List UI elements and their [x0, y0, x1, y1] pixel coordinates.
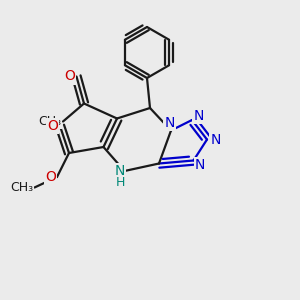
- Text: CH₃: CH₃: [10, 181, 33, 194]
- Text: N: N: [195, 158, 205, 172]
- Text: CH₃: CH₃: [38, 115, 61, 128]
- Text: N: N: [115, 164, 125, 178]
- Text: O: O: [47, 119, 58, 133]
- Text: H: H: [115, 176, 125, 189]
- Text: N: N: [164, 116, 175, 130]
- Text: O: O: [45, 170, 56, 184]
- Text: N: N: [210, 133, 220, 146]
- Text: N: N: [194, 109, 204, 122]
- Text: O: O: [64, 70, 75, 83]
